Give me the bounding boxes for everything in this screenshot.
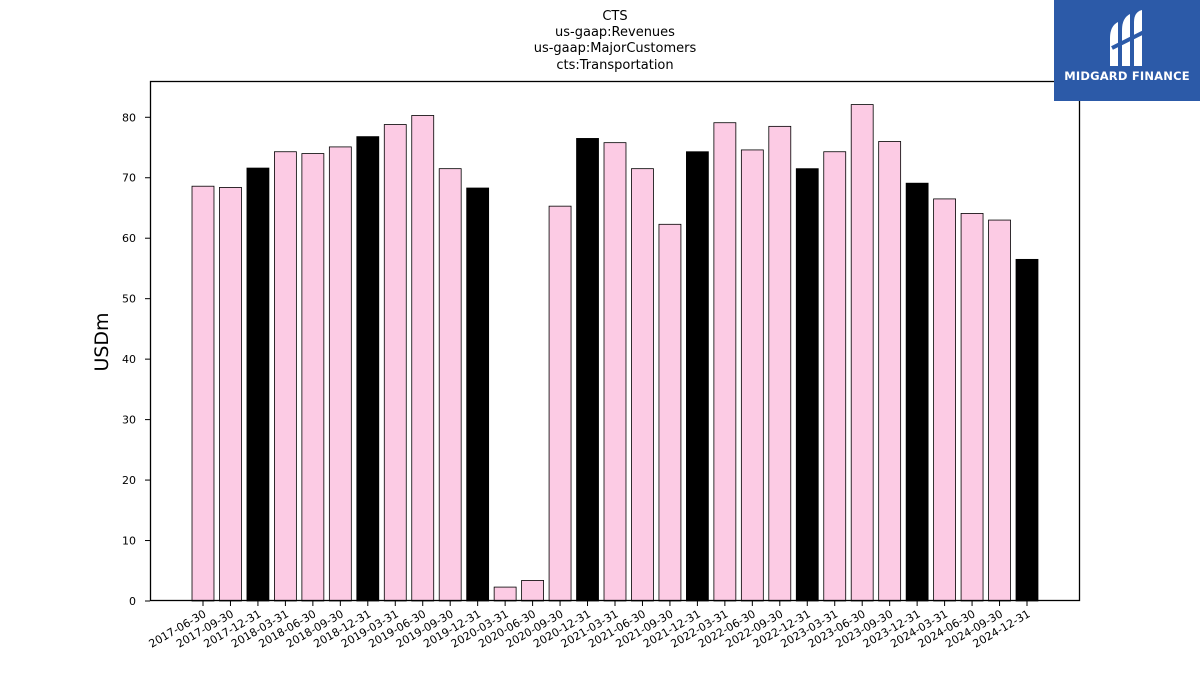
bar-2024-06-30: [960, 213, 984, 602]
bar-2018-09-30: [328, 146, 352, 602]
bar-2024-09-30: [988, 219, 1011, 602]
bar-2017-06-30: [191, 185, 215, 602]
bar-2018-06-30: [301, 153, 325, 602]
x-axis: 2017-06-302017-09-302017-12-312018-03-31…: [147, 601, 1033, 651]
bar-2022-12-31: [795, 168, 819, 602]
bar-2020-06-30: [521, 580, 544, 602]
y-tick-label: 80: [122, 111, 136, 124]
bar-2020-12-31: [576, 138, 599, 602]
bar-2017-09-30: [219, 187, 242, 602]
y-tick-label: 70: [122, 172, 136, 185]
y-tick-label: 0: [129, 595, 136, 608]
bar-2017-12-31: [246, 167, 270, 602]
chart-title: CTS us-gaap:Revenues us-gaap:MajorCustom…: [534, 9, 697, 73]
bar-2021-09-30: [658, 223, 682, 602]
bar-2024-12-31: [1015, 258, 1039, 602]
bar-2021-03-31: [603, 142, 627, 602]
y-tick-label: 50: [122, 293, 136, 306]
title-line-4: cts:Transportation: [556, 58, 673, 73]
title-line-3: us-gaap:MajorCustomers: [534, 41, 697, 56]
bar-2023-09-30: [878, 141, 902, 602]
y-axis: 0 10 20 30 40 50 60 70 80: [122, 111, 150, 608]
y-tick-label: 30: [122, 414, 136, 427]
bars-group: [191, 104, 1039, 602]
bar-2021-12-31: [686, 151, 709, 602]
bar-2022-09-30: [768, 125, 792, 602]
title-line-1: CTS: [602, 9, 627, 24]
bar-2022-03-31: [713, 122, 737, 602]
bar-2024-03-31: [933, 198, 956, 602]
bar-2021-06-30: [631, 168, 654, 602]
bar-2019-09-30: [438, 168, 462, 602]
logo-text: MIDGARD FINANCE: [1064, 69, 1190, 83]
y-tick-label: 10: [122, 535, 136, 548]
title-line-2: us-gaap:Revenues: [555, 25, 675, 40]
midgard-logo-icon: [1110, 10, 1145, 66]
y-tick-label: 60: [122, 232, 136, 245]
bar-2020-03-31: [493, 586, 517, 602]
bar-2023-03-31: [823, 151, 847, 602]
bar-2023-06-30: [850, 104, 874, 602]
plot-frame: [149, 80, 1081, 602]
y-axis-label: USDm: [91, 312, 113, 371]
bar-2019-06-30: [411, 115, 435, 602]
bar-2019-03-31: [383, 124, 407, 602]
bar-2020-09-30: [548, 205, 572, 602]
brand-logo: MIDGARD FINANCE: [1054, 0, 1200, 101]
y-tick-label: 20: [122, 474, 136, 487]
bar-2019-12-31: [466, 187, 490, 602]
bar-2018-12-31: [356, 136, 380, 602]
bar-2018-03-31: [274, 151, 297, 602]
bar-2022-06-30: [740, 149, 764, 602]
bar-2023-12-31: [905, 182, 929, 602]
y-tick-label: 40: [122, 353, 136, 366]
